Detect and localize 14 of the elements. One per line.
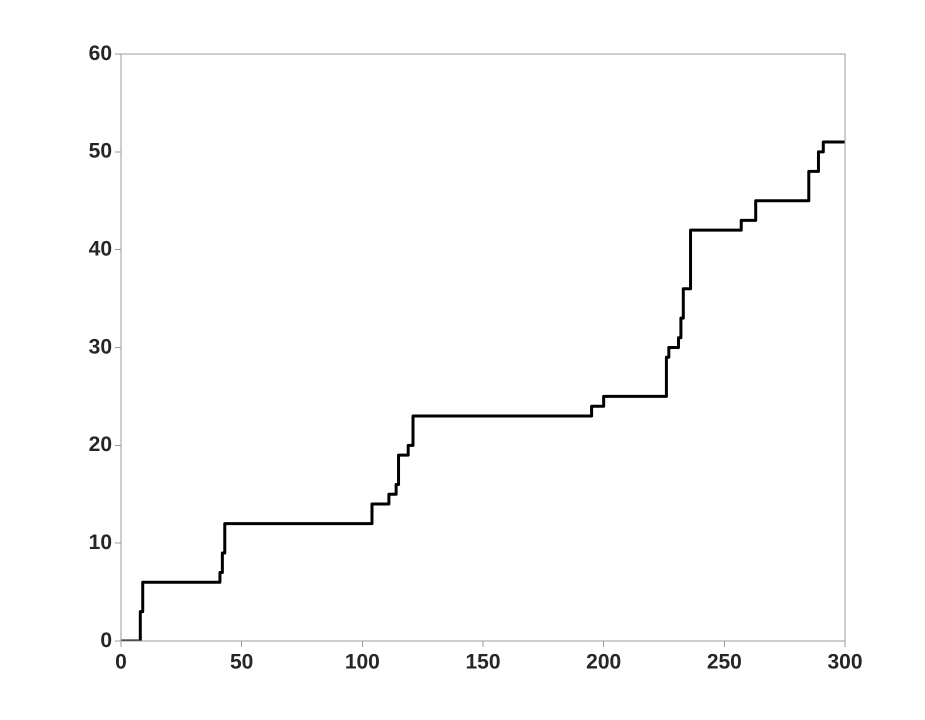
- x-tick-label: 0: [115, 650, 127, 674]
- y-tick-label: 0: [100, 628, 112, 652]
- y-tick-label: 10: [88, 530, 112, 554]
- x-tick-label: 250: [706, 650, 742, 674]
- y-tick-label: 60: [88, 42, 112, 65]
- x-tick-label: 300: [827, 650, 863, 674]
- x-tick-label: 200: [586, 650, 622, 674]
- y-tick-label: 20: [88, 433, 112, 456]
- x-tick-label: 100: [344, 650, 380, 674]
- y-tick-label: 40: [88, 237, 112, 260]
- x-tick-label: 150: [465, 650, 501, 674]
- y-tick-label: 50: [88, 140, 112, 163]
- y-tick-label: 30: [88, 335, 112, 358]
- x-tick-label: 50: [230, 650, 254, 674]
